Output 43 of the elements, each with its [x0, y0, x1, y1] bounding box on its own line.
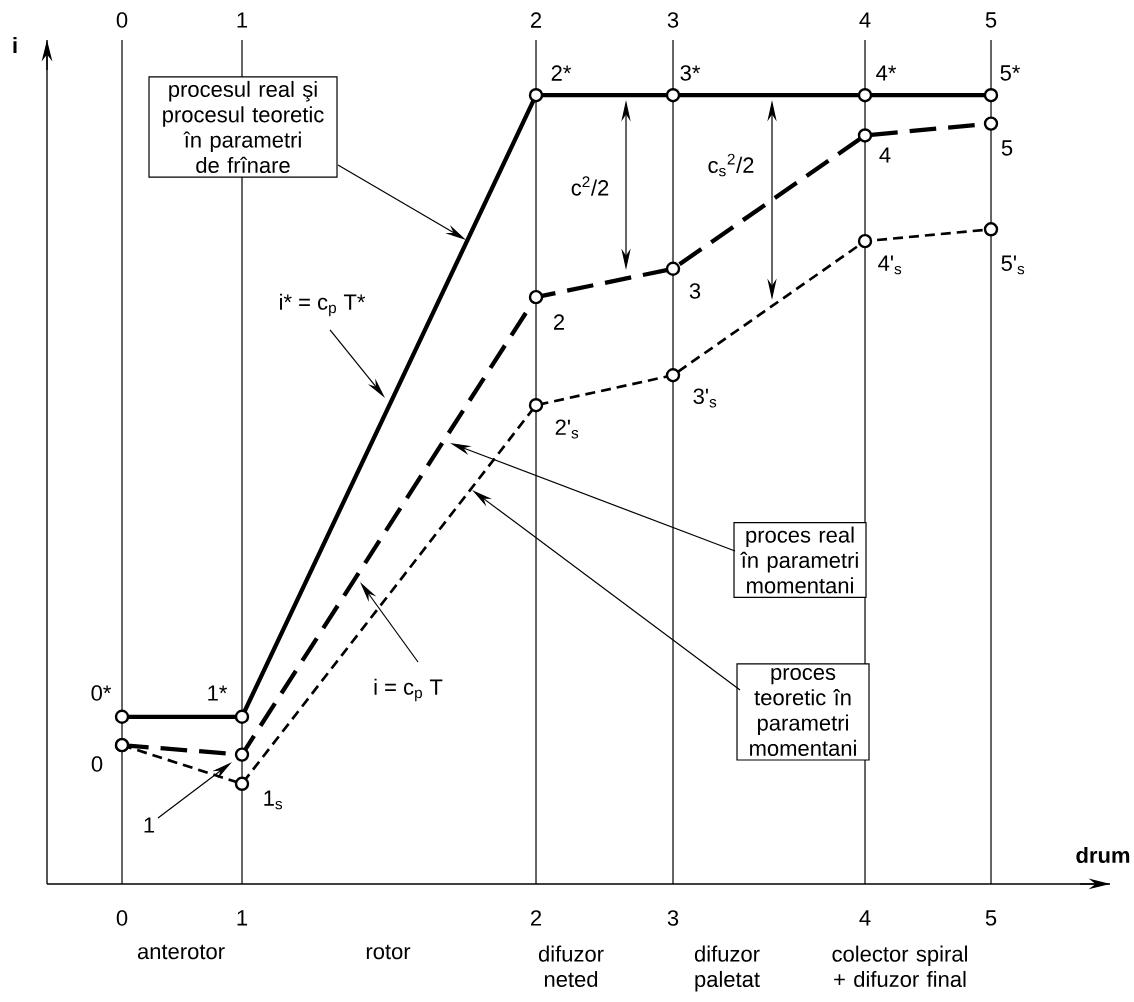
annotation: 0* [91, 685, 112, 701]
annotation: proces teoretic în parametri momentani [750, 667, 856, 756]
text: 2* [551, 65, 572, 81]
annotation: procesul real şi procesul teoretic în parametri de frînare [163, 80, 324, 174]
annotation: 5 [1001, 140, 1013, 156]
x-tick-label: 4 [859, 910, 871, 926]
annotation: 2 [554, 314, 565, 330]
annotation: proces real în parametri momentani [740, 526, 858, 594]
annotation: c$^{2}$/2 [571, 176, 609, 196]
y-axis-title: i [13, 37, 17, 53]
annotation: 1* [208, 685, 228, 701]
annotation: 2'$_{s}$ [555, 419, 579, 439]
x-tick-label: 5 [985, 910, 997, 926]
category-label: 2 [531, 12, 542, 28]
annotation: 0 [91, 756, 103, 772]
annotation: 5'$_{s}$ [1001, 255, 1025, 275]
annotation: c$_{s}$$^{2}$/2 [708, 153, 754, 177]
text: 5* [1000, 65, 1021, 81]
annotation: 3 [689, 283, 701, 299]
x-tick-label: 2 [531, 910, 542, 926]
category-label: 5 [985, 12, 997, 28]
annotation: 1 [144, 817, 155, 833]
x-tick-label: 0 [116, 910, 128, 926]
x-axis-title: drum [1076, 846, 1130, 864]
text: difuzor paletat [694, 945, 760, 992]
text: colector spiral + difuzor final [832, 945, 967, 988]
category-label: 4 [859, 12, 871, 28]
text: 4* [876, 65, 897, 81]
x-tick-label: 1 [237, 910, 248, 926]
category-label: 1 [237, 12, 248, 28]
category-label: 0 [116, 12, 128, 28]
text: difuzor neted [538, 945, 604, 988]
annotation: 4'$_{s}$ [878, 255, 902, 275]
annotation: i = c$_{p}$ T [374, 678, 443, 702]
annotation: 4 [879, 147, 891, 163]
x-tick-label: 3 [667, 910, 679, 926]
annotation: 1$_{s}$ [264, 790, 283, 810]
text: rotor [366, 944, 411, 960]
text: 3* [680, 65, 701, 81]
text: anterotor [137, 944, 225, 960]
annotation: i* = c$_{p}$ T* [280, 293, 366, 317]
category-label: 3 [667, 12, 679, 28]
annotation: 3'$_{s}$ [693, 388, 717, 408]
